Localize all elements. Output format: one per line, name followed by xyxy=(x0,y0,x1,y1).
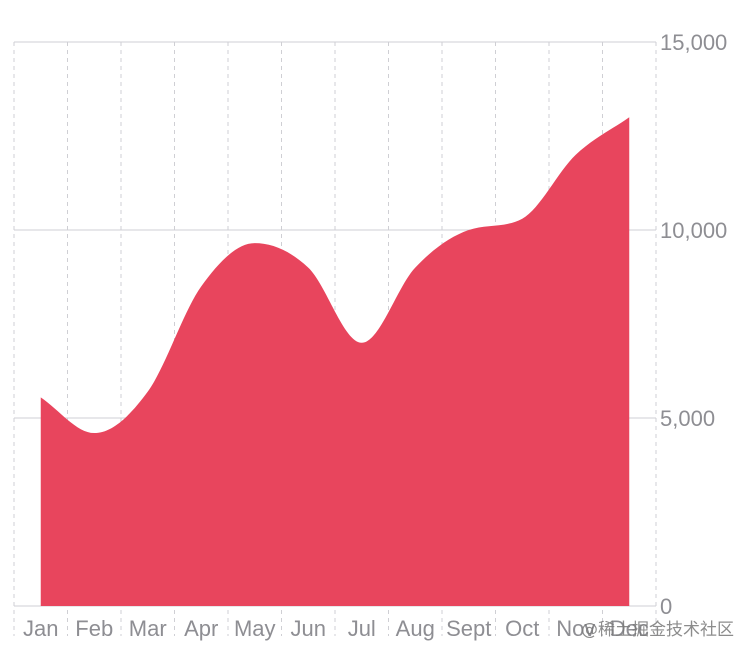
x-tick-label: Jun xyxy=(291,616,326,641)
x-tick-label: Jul xyxy=(348,616,376,641)
x-tick-label: Aug xyxy=(396,616,435,641)
x-tick-label: Jan xyxy=(23,616,58,641)
x-axis: Jan Feb Mar Apr May Jun Jul Aug Sept Oct Nov Dec xyxy=(23,616,649,641)
y-tick-label: 15,000 xyxy=(660,30,727,55)
x-tick-label: Mar xyxy=(129,616,167,641)
y-axis: 0 5,000 10,000 15,000 xyxy=(660,30,727,619)
watermark: @稀土掘金技术社区 xyxy=(581,620,734,640)
y-tick-label: 5,000 xyxy=(660,406,715,431)
x-tick-label: Apr xyxy=(184,616,218,641)
area-series xyxy=(40,117,630,606)
y-tick-label: 0 xyxy=(660,594,672,619)
x-tick-label: Feb xyxy=(75,616,113,641)
x-tick-label: Sept xyxy=(446,616,491,641)
x-tick-label: Oct xyxy=(505,616,539,641)
x-tick-label: Dec xyxy=(610,616,649,641)
x-tick-label: May xyxy=(234,616,276,641)
x-tick-label: Nov xyxy=(556,616,595,641)
y-tick-label: 10,000 xyxy=(660,218,727,243)
